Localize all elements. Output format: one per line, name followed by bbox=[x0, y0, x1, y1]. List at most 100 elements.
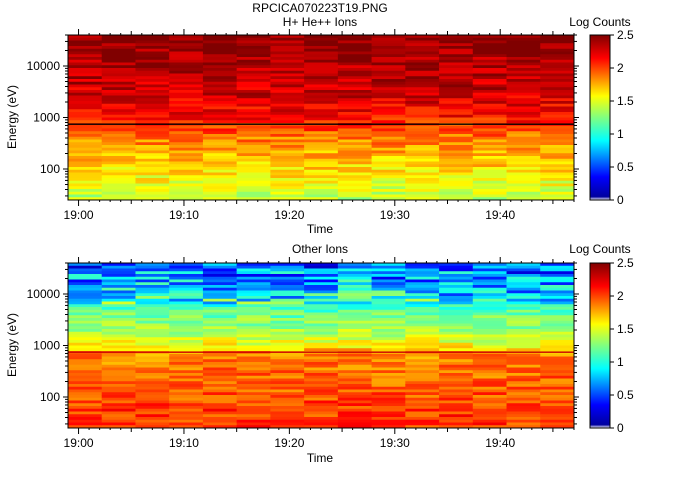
heatmap-cell bbox=[135, 304, 170, 308]
heatmap-cell bbox=[135, 406, 170, 410]
heatmap-cell bbox=[135, 131, 170, 135]
heatmap-cell bbox=[304, 323, 339, 327]
heatmap-cell bbox=[202, 90, 238, 94]
heatmap-cell bbox=[169, 326, 204, 330]
heatmap-cell bbox=[202, 153, 238, 157]
heatmap-cell bbox=[472, 189, 508, 193]
heatmap-cell bbox=[236, 81, 271, 86]
heatmap-cell bbox=[236, 287, 271, 292]
heatmap-cell bbox=[202, 68, 238, 72]
heatmap-cell bbox=[304, 145, 339, 149]
heatmap-cell bbox=[270, 301, 305, 305]
heatmap-cell bbox=[337, 271, 373, 275]
heatmap-cell bbox=[304, 298, 339, 303]
heatmap-cell bbox=[405, 117, 440, 121]
heatmap-cell bbox=[101, 345, 137, 349]
heatmap-cell bbox=[135, 51, 170, 55]
heatmap-cell bbox=[472, 109, 508, 113]
heatmap-cell bbox=[371, 139, 406, 143]
heatmap-cell bbox=[236, 318, 271, 322]
heatmap-cell bbox=[439, 406, 474, 410]
heatmap-cell bbox=[135, 285, 170, 289]
heatmap-cell bbox=[202, 331, 238, 336]
heatmap-cell bbox=[304, 403, 339, 407]
heatmap-cell bbox=[135, 92, 170, 97]
heatmap-cell bbox=[270, 79, 305, 83]
heatmap-cell bbox=[337, 65, 373, 69]
heatmap-cell bbox=[371, 378, 406, 382]
heatmap-cell bbox=[371, 293, 406, 297]
heatmap-cell bbox=[337, 103, 373, 108]
heatmap-cell bbox=[371, 414, 406, 418]
heatmap-cell bbox=[101, 279, 137, 283]
heatmap-cell bbox=[202, 274, 238, 278]
heatmap-cell bbox=[68, 279, 103, 283]
heatmap-cell bbox=[405, 285, 440, 289]
heatmap-cell bbox=[405, 81, 440, 86]
heatmap-cell bbox=[236, 87, 271, 91]
heatmap-cell bbox=[371, 178, 406, 182]
heatmap-cell bbox=[439, 134, 474, 138]
heatmap-cell bbox=[135, 375, 170, 380]
heatmap-cell bbox=[405, 414, 440, 418]
heatmap-cell bbox=[337, 70, 373, 75]
heatmap-cell bbox=[405, 191, 440, 196]
heatmap-cell bbox=[405, 147, 440, 152]
heatmap-cell bbox=[101, 320, 137, 325]
heatmap-cell bbox=[101, 425, 137, 428]
heatmap-cell bbox=[405, 312, 440, 316]
heatmap-cell bbox=[101, 48, 137, 53]
heatmap-cell bbox=[405, 296, 440, 300]
heatmap-cell bbox=[202, 323, 238, 327]
heatmap-cell bbox=[202, 386, 238, 391]
heatmap-cell bbox=[169, 62, 204, 66]
heatmap-cell bbox=[68, 51, 103, 55]
heatmap-cell bbox=[304, 54, 339, 58]
heatmap-cell bbox=[472, 395, 508, 399]
heatmap-cell bbox=[371, 342, 406, 347]
heatmap-cell bbox=[68, 293, 103, 297]
heatmap-cell bbox=[169, 296, 204, 300]
heatmap-cell bbox=[270, 263, 305, 267]
heatmap-cell bbox=[304, 268, 339, 272]
heatmap-cell bbox=[506, 178, 541, 182]
heatmap-cell bbox=[270, 293, 305, 297]
heatmap-cell bbox=[270, 282, 305, 286]
heatmap-cell bbox=[236, 70, 271, 75]
heatmap-cell bbox=[439, 114, 474, 119]
heatmap-cell bbox=[135, 411, 170, 415]
heatmap-cell bbox=[540, 375, 574, 380]
heatmap-cell bbox=[540, 125, 574, 130]
heatmap-cell bbox=[304, 340, 339, 344]
heatmap-cell bbox=[337, 263, 373, 267]
heatmap-cell bbox=[135, 76, 170, 80]
heatmap-cell bbox=[68, 381, 103, 385]
heatmap-cell bbox=[540, 81, 574, 86]
heatmap-cell bbox=[169, 103, 204, 108]
heatmap-cell bbox=[169, 307, 204, 311]
heatmap-cell bbox=[202, 285, 238, 289]
heatmap-cell bbox=[371, 145, 406, 149]
heatmap-cell bbox=[68, 298, 103, 303]
heatmap-cell bbox=[405, 114, 440, 119]
heatmap-cell bbox=[371, 406, 406, 410]
heatmap-cell bbox=[135, 134, 170, 138]
heatmap-cell bbox=[135, 103, 170, 108]
heatmap-cell bbox=[68, 348, 103, 352]
heatmap-cell bbox=[202, 106, 238, 110]
heatmap-cell bbox=[405, 125, 440, 130]
x-axis-ticks: 19:00 19:10 19:20 19:30 19:40 bbox=[64, 29, 575, 222]
colorbar-label: Log Counts bbox=[569, 15, 630, 29]
heatmap-cell bbox=[472, 359, 508, 363]
heatmap-cell bbox=[135, 370, 170, 374]
heatmap-cell bbox=[135, 59, 170, 64]
heatmap-cell bbox=[439, 92, 474, 97]
heatmap-cell bbox=[68, 276, 103, 281]
heatmap-cell bbox=[472, 307, 508, 311]
heatmap-cell bbox=[337, 37, 373, 42]
heatmap-cell bbox=[371, 397, 406, 402]
heatmap-cell bbox=[135, 167, 170, 171]
heatmap-cell bbox=[101, 340, 137, 344]
